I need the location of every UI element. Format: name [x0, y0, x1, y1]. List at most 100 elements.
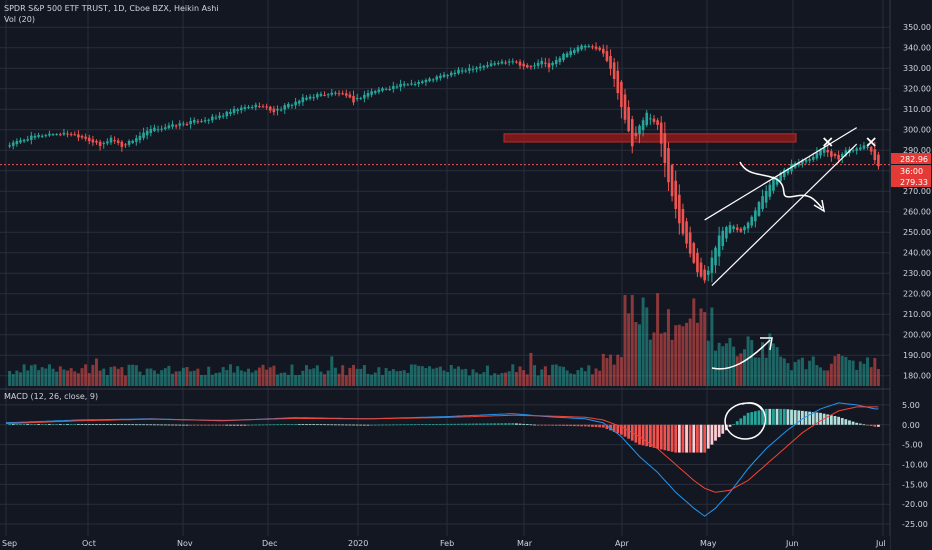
macd-histogram-bar	[739, 418, 742, 424]
candle-body	[750, 217, 753, 226]
candle-body	[244, 107, 247, 109]
macd-histogram-bar	[356, 425, 359, 426]
macd-histogram-bar	[23, 424, 26, 425]
chart-title[interactable]: SPDR S&P 500 ETF TRUST, 1D, Cboe BZX, He…	[4, 4, 219, 13]
candle-body	[631, 119, 634, 146]
volume-bar	[33, 364, 36, 386]
macd-histogram-bar	[511, 423, 514, 425]
candle-body	[714, 248, 717, 266]
volume-bar	[765, 358, 768, 386]
candle-body	[381, 88, 384, 91]
candle-body	[624, 94, 627, 119]
volume-bar	[736, 356, 739, 386]
candle-body	[620, 82, 623, 107]
time-tick-label: Dec	[262, 539, 277, 548]
volume-bar	[113, 366, 116, 386]
volume-bar	[439, 367, 442, 386]
volume-bar	[128, 365, 131, 386]
candle-body	[732, 226, 735, 229]
volume-bar	[457, 366, 460, 386]
macd-histogram-bar	[421, 424, 424, 425]
resistance-zone	[504, 134, 796, 142]
candle-body	[186, 124, 189, 125]
volume-bar	[443, 370, 446, 386]
volume-bar	[59, 366, 62, 386]
macd-histogram-bar	[685, 425, 688, 453]
volume-bar	[367, 374, 370, 386]
macd-histogram-bar	[207, 425, 210, 426]
volume-bar	[602, 354, 605, 386]
candle-body	[8, 145, 11, 146]
candle-body	[591, 46, 594, 47]
candle-body	[294, 102, 297, 105]
macd-histogram-bar	[149, 424, 152, 425]
macd-histogram-bar	[522, 424, 525, 425]
volume-bar	[77, 373, 80, 386]
volume-bar	[55, 372, 58, 386]
volume-legend[interactable]: Vol (20)	[4, 15, 35, 24]
candle-body	[837, 155, 840, 160]
candle-body	[580, 46, 583, 50]
candle-body	[772, 179, 775, 191]
volume-bar	[490, 375, 493, 386]
macd-histogram-bar	[215, 425, 218, 426]
macd-histogram-bar	[287, 424, 290, 425]
candle-body	[428, 79, 431, 81]
macd-histogram-bar	[841, 418, 844, 425]
candle-body	[468, 68, 471, 71]
macd-histogram-bar	[548, 425, 551, 426]
volume-bar	[522, 370, 525, 386]
volume-bar	[81, 368, 84, 386]
volume-bar	[631, 295, 634, 386]
macd-legend[interactable]: MACD (12, 26, close, 9)	[4, 392, 98, 401]
candle-body	[519, 62, 522, 66]
volume-bar	[605, 358, 608, 386]
candle-body	[349, 94, 352, 97]
macd-histogram-bar	[696, 425, 699, 453]
volume-bar	[540, 369, 543, 386]
candle-body	[689, 232, 692, 253]
macd-histogram-bar	[497, 423, 500, 424]
volume-bar	[750, 340, 753, 386]
macd-histogram-bar	[533, 425, 536, 426]
candle-body	[254, 105, 257, 107]
macd-histogram-bar	[482, 424, 485, 425]
volume-bar	[218, 372, 221, 386]
volume-bar	[453, 369, 456, 386]
macd-histogram-bar	[193, 425, 196, 426]
candle-body	[215, 117, 218, 118]
macd-histogram-bar	[204, 425, 207, 426]
macd-histogram-bar	[352, 425, 355, 426]
price-tag-label: 279.33	[900, 178, 928, 187]
candle-body	[609, 56, 612, 69]
macd-histogram-bar	[595, 425, 598, 427]
price-tick-label: 260.00	[903, 208, 931, 217]
time-tick-label: Jun	[785, 539, 799, 548]
macd-histogram-bar	[453, 424, 456, 425]
macd-histogram-bar	[689, 425, 692, 453]
macd-histogram-bar	[591, 425, 594, 427]
macd-histogram-bar	[240, 425, 243, 426]
volume-bar	[783, 358, 786, 386]
candle-body	[497, 63, 500, 64]
candle-body	[276, 109, 279, 111]
macd-histogram-bar	[327, 424, 330, 425]
candle-body	[407, 85, 410, 86]
volume-bar	[700, 308, 703, 386]
macd-histogram-bar	[269, 424, 272, 425]
candle-body	[555, 60, 558, 64]
candle-body	[566, 53, 569, 57]
candle-body	[635, 133, 638, 136]
volume-bar	[486, 366, 489, 386]
candle-body	[323, 95, 326, 96]
candle-body	[512, 61, 515, 62]
candle-body	[139, 136, 142, 140]
volume-bar	[432, 369, 435, 386]
volume-bar	[529, 353, 532, 386]
candle-body	[490, 63, 493, 65]
volume-bar	[189, 371, 192, 386]
macd-histogram-bar	[566, 425, 569, 426]
candle-body	[226, 112, 229, 116]
candle-body	[696, 253, 699, 272]
